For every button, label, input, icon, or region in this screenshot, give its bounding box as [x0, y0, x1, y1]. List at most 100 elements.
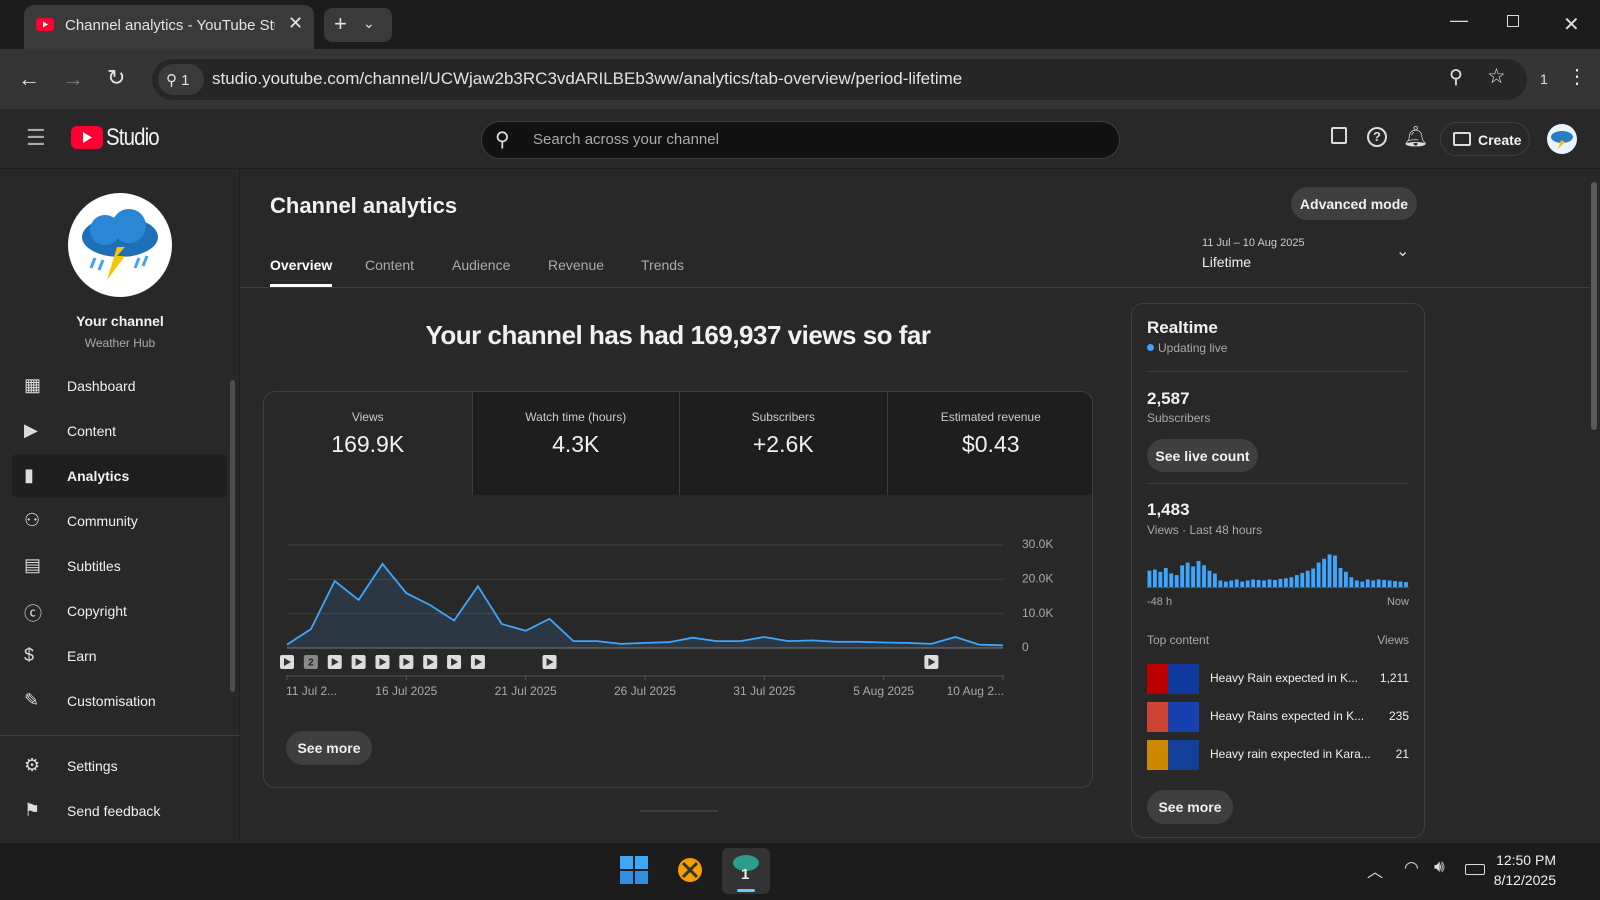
x-tick-label: 11 Jul 2...	[286, 684, 337, 698]
nav-item[interactable]: Subtitles	[67, 558, 121, 574]
realtime-see-more[interactable]: See more	[1147, 790, 1233, 824]
realtime-bar	[1289, 577, 1294, 587]
notifications[interactable]: 🔔︎	[1403, 126, 1429, 148]
app-icon	[733, 855, 759, 871]
video-title[interactable]: Heavy rain expected in Kara...	[1210, 747, 1371, 761]
omnibox[interactable]	[152, 59, 1527, 100]
browser-tab[interactable]	[24, 5, 314, 49]
nav-item[interactable]: Dashboard	[67, 378, 136, 394]
new-tab[interactable]: + ⌄	[324, 8, 392, 42]
app-icon[interactable]	[676, 856, 704, 884]
tab[interactable]: Overview	[270, 257, 333, 273]
window-close[interactable]: ✕	[1563, 14, 1580, 36]
metric-tab[interactable]: Estimated revenue $0.43	[886, 392, 1092, 495]
see-live-count[interactable]: See live count	[1147, 439, 1258, 472]
metric-label: Views	[351, 410, 384, 424]
nav-icon: ▮	[24, 465, 34, 485]
video-views: 21	[1395, 747, 1409, 761]
realtime-bar	[1354, 580, 1359, 587]
x-tick-label: 21 Jul 2025	[495, 684, 557, 698]
tab[interactable]: Audience	[452, 257, 511, 273]
bookmark[interactable]: ☆	[1487, 65, 1506, 88]
thumbnail[interactable]	[1147, 664, 1199, 694]
metric-value: $0.43	[961, 431, 1020, 457]
clock-date[interactable]: 8/12/2025	[1493, 872, 1556, 888]
extensions-count[interactable]: 1	[1540, 71, 1548, 87]
reload[interactable]: ↻	[107, 65, 126, 90]
upload-marker-icon	[403, 658, 411, 666]
realtime-bar	[1174, 575, 1179, 587]
wifi[interactable]: ◠	[1404, 858, 1419, 877]
realtime-bar	[1169, 573, 1174, 587]
realtime-bar	[1147, 570, 1152, 587]
tab[interactable]: Revenue	[548, 257, 605, 273]
realtime-bar	[1382, 579, 1387, 587]
nav-icon: ▤	[24, 555, 42, 575]
metric-tab[interactable]: Views 169.9K	[264, 392, 472, 495]
help[interactable]: ?	[1367, 127, 1387, 147]
battery[interactable]	[1465, 864, 1485, 875]
clock-time[interactable]: 12:50 PM	[1496, 852, 1556, 868]
nav-item[interactable]: Customisation	[67, 693, 156, 709]
thumbnail[interactable]	[1147, 740, 1199, 770]
site-info[interactable]: ⚲ 1	[158, 64, 204, 95]
period[interactable]: Lifetime	[1202, 254, 1252, 270]
messages[interactable]	[1331, 127, 1347, 144]
upload-marker-icon	[355, 658, 363, 666]
realtime-bar	[1316, 562, 1321, 587]
video-views: 235	[1388, 709, 1409, 723]
advanced-mode[interactable]: Advanced mode	[1291, 187, 1417, 220]
overview-card: Views 169.9K Watch time (hours) 4.3K Subscri…	[263, 391, 1093, 788]
restore[interactable]	[1507, 15, 1519, 27]
create-button[interactable]: Create	[1440, 122, 1530, 156]
hamburger[interactable]: ☰	[26, 125, 46, 150]
back[interactable]: ←	[18, 66, 40, 91]
minimize[interactable]: —	[1450, 10, 1468, 30]
nav-item[interactable]: Content	[67, 423, 117, 439]
nav-item[interactable]: Send feedback	[67, 803, 161, 819]
account-avatar[interactable]	[1546, 123, 1578, 155]
zoom[interactable]: ⚲	[1449, 67, 1463, 88]
realtime-bar	[1365, 579, 1370, 587]
thumbnail[interactable]	[1147, 702, 1199, 732]
subscribers-label: Subscribers	[1147, 411, 1211, 425]
see-more-label: See more	[297, 740, 361, 756]
upload-marker	[303, 655, 318, 669]
nav-icon: ⚇	[24, 510, 41, 530]
tab-close[interactable]: ✕	[288, 13, 304, 33]
realtime-bar	[1333, 555, 1337, 587]
start-button[interactable]	[619, 855, 649, 885]
realtime-bar	[1256, 579, 1261, 587]
channel-avatar[interactable]	[67, 192, 173, 298]
realtime-status: Updating live	[1158, 341, 1228, 355]
nav-item[interactable]: Earn	[67, 648, 97, 664]
nav-item[interactable]: Analytics	[67, 468, 130, 484]
menu[interactable]: ⋮	[1567, 66, 1587, 88]
see-more[interactable]: See more	[286, 731, 372, 765]
nav-icon: $	[24, 645, 35, 665]
nav-item[interactable]: Community	[67, 513, 138, 529]
period-dropdown[interactable]: ⌄	[1396, 243, 1410, 260]
tab[interactable]: Content	[365, 257, 415, 273]
realtime-bar	[1234, 579, 1239, 587]
realtime-bar	[1311, 568, 1316, 587]
nav-item[interactable]: Settings	[67, 758, 118, 774]
realtime-bar	[1213, 573, 1217, 587]
views-label: Views · Last 48 hours	[1147, 523, 1263, 537]
metric-tab[interactable]: Watch time (hours) 4.3K	[471, 392, 679, 495]
nav-item[interactable]: Copyright	[67, 603, 127, 619]
video-title[interactable]: Heavy Rain expected in K...	[1210, 671, 1359, 685]
tray-chevron[interactable]: ︿	[1367, 864, 1384, 881]
tab-title: Channel analytics - YouTube Stu	[65, 17, 275, 34]
video-title[interactable]: Heavy Rains expected in K...	[1210, 709, 1365, 723]
forward[interactable]: →	[62, 66, 84, 91]
metric-tab[interactable]: Subscribers +2.6K	[679, 392, 887, 495]
taskbar	[0, 842, 1600, 900]
search-box[interactable]	[481, 121, 1120, 159]
volume[interactable]: 🔊︎	[1434, 857, 1445, 876]
realtime-bar	[1223, 581, 1228, 587]
tab[interactable]: Trends	[641, 257, 685, 273]
sidebar-divider	[0, 735, 240, 736]
metric-label: Estimated revenue	[940, 410, 1041, 424]
